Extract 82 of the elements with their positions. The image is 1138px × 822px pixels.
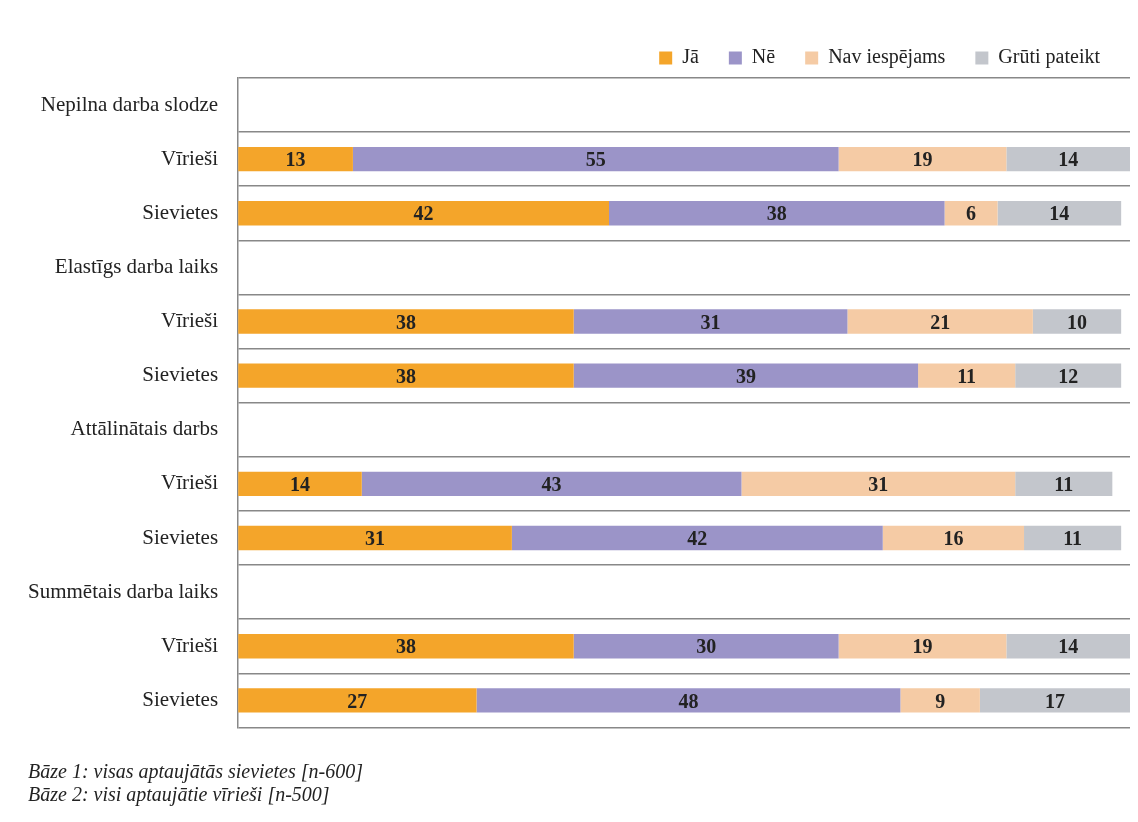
bar [238,363,574,388]
bar [511,525,883,551]
y-tick-label: Nepilna darba slodze [40,91,219,116]
bar [918,363,1016,388]
data-label: 10 [1067,310,1088,333]
bar [979,688,1130,713]
bar [1032,309,1122,334]
y-tick-label: Vīrieši [160,632,219,657]
text: Bāze 1: visas aptaujātās sievietes [n-600] [28,760,364,783]
bar [1006,147,1130,172]
data-label: 38 [395,310,416,333]
legend-label: Jā [682,45,699,68]
bar [238,147,353,172]
bar [573,634,839,659]
legend-label: Nē [751,45,776,68]
data-label: 38 [766,202,787,225]
data-label: 14 [1058,635,1079,658]
data-label: 11 [1054,473,1074,496]
bar [997,201,1122,226]
data-label: 6 [966,202,977,225]
data-label: 14 [289,473,310,496]
bar [1015,471,1113,497]
data-label: 39 [735,364,756,387]
y-tick-label: Vīrieši [160,470,219,495]
data-label: 27 [347,689,368,712]
data-label: 31 [868,473,889,496]
bar [1015,363,1122,388]
data-label: 21 [930,310,951,333]
bar [900,688,980,713]
bar [238,525,512,551]
bar [847,309,1033,334]
bar [361,471,742,497]
bar [238,634,574,659]
data-label: 31 [365,527,385,550]
y-tick-label: Elastīgs darba laiks [54,253,219,278]
bar [944,201,998,226]
data-label: 9 [935,689,946,712]
data-label: 30 [696,635,717,658]
bar [838,634,1007,659]
data-label: 11 [957,364,977,387]
y-tick-label: Vīrieši [160,308,219,333]
bar [238,309,574,334]
legend-label: Grūti pateikt [998,45,1101,69]
data-label: 12 [1058,364,1079,387]
data-label: 14 [1058,148,1079,171]
data-label: 55 [585,148,606,171]
data-label: 14 [1049,202,1070,225]
bar [882,525,1025,551]
data-label: 19 [912,148,933,171]
bar [238,471,362,497]
bar [573,309,848,334]
bar [573,363,919,388]
y-tick-label: Summētais darba laiks [27,578,219,603]
bar [1006,634,1130,659]
y-tick-label: Sievietes [142,199,219,224]
y-tick-label: Sievietes [142,362,219,387]
data-label: 31 [700,310,721,333]
data-label: 38 [395,364,416,387]
legend-label: Nav iespējams [828,45,946,69]
data-label: 19 [912,635,933,658]
data-label: 42 [413,202,434,225]
data-label: 48 [678,689,699,712]
y-tick-label: Vīrieši [160,145,219,170]
data-label: 16 [943,527,964,550]
data-label: 11 [1063,527,1083,550]
data-label: 43 [541,473,562,496]
data-label: 13 [285,148,306,171]
y-tick-label: Attālinātais darbs [70,416,219,441]
data-label: 38 [395,635,416,658]
data-label: 42 [687,527,708,550]
bar [609,201,945,226]
data-label: 17 [1044,689,1065,712]
bar [238,201,610,226]
y-tick-label: Sievietes [142,686,219,711]
bar [1024,525,1122,551]
text: Bāze 2: visi aptaujātie vīrieši [n-500] [28,783,331,806]
y-tick-label: Sievietes [142,524,219,549]
bar [238,688,477,713]
bar [741,471,1016,497]
bar [352,147,839,172]
bar [476,688,901,713]
bar [838,147,1007,172]
